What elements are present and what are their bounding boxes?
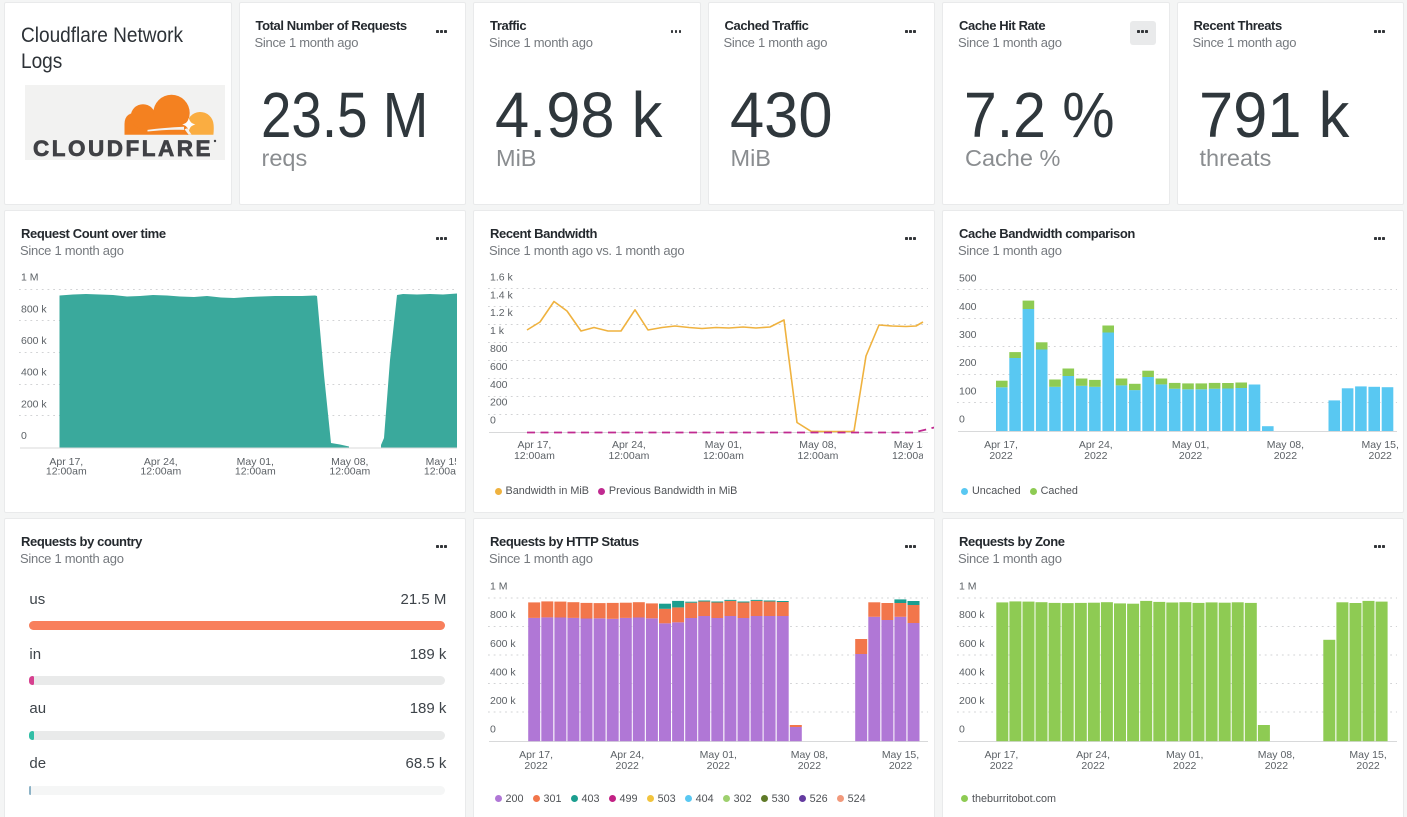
svg-text:Apr 17,: Apr 17, xyxy=(984,749,1018,761)
svg-text:May 01,: May 01, xyxy=(237,456,274,468)
svg-text:1 M: 1 M xyxy=(490,581,508,593)
svg-text:2022: 2022 xyxy=(1274,450,1298,462)
svg-text:May 08,: May 08, xyxy=(1267,439,1304,451)
svg-text:May 08,: May 08, xyxy=(799,439,836,451)
svg-text:CLOUDFLARE: CLOUDFLARE xyxy=(33,136,213,160)
svg-text:400: 400 xyxy=(959,301,977,313)
svg-text:2022: 2022 xyxy=(1173,760,1197,772)
svg-text:Apr 24,: Apr 24, xyxy=(612,439,646,451)
svg-text:12:00am: 12:00am xyxy=(235,466,276,478)
svg-text:Apr 24,: Apr 24, xyxy=(610,749,644,761)
svg-text:500: 500 xyxy=(959,273,977,285)
svg-text:12:00am: 12:00am xyxy=(892,450,933,462)
svg-text:2022: 2022 xyxy=(990,760,1014,772)
svg-text:800 k: 800 k xyxy=(21,303,47,315)
svg-text:2022: 2022 xyxy=(1356,760,1380,772)
svg-text:May 15,: May 15, xyxy=(882,749,919,761)
svg-text:800: 800 xyxy=(490,343,508,355)
svg-text:0: 0 xyxy=(959,414,965,426)
svg-text:May 08,: May 08, xyxy=(791,749,828,761)
svg-text:12:00am: 12:00am xyxy=(797,450,838,462)
svg-text:600 k: 600 k xyxy=(959,638,985,650)
svg-text:800 k: 800 k xyxy=(490,609,516,621)
svg-text:Apr 17,: Apr 17, xyxy=(519,749,553,761)
svg-text:12:00am: 12:00am xyxy=(703,450,744,462)
svg-text:2022: 2022 xyxy=(889,760,913,772)
svg-text:12:00am: 12:00am xyxy=(514,450,555,462)
svg-text:600 k: 600 k xyxy=(21,335,47,347)
svg-text:0: 0 xyxy=(490,415,496,427)
svg-text:May 15,: May 15, xyxy=(426,456,463,468)
svg-text:0: 0 xyxy=(959,724,965,736)
svg-text:May 08,: May 08, xyxy=(331,456,368,468)
svg-text:May 01,: May 01, xyxy=(700,749,737,761)
svg-text:2022: 2022 xyxy=(524,760,548,772)
svg-text:2022: 2022 xyxy=(1369,450,1393,462)
svg-text:Apr 17,: Apr 17, xyxy=(984,439,1018,451)
svg-text:1 M: 1 M xyxy=(21,272,39,284)
svg-text:800 k: 800 k xyxy=(959,609,985,621)
svg-text:Apr 17,: Apr 17, xyxy=(49,456,83,468)
svg-text:1 k: 1 k xyxy=(490,325,505,337)
svg-text:12:00am: 12:00am xyxy=(46,466,87,478)
svg-text:200 k: 200 k xyxy=(490,695,516,707)
svg-text:1.6 k: 1.6 k xyxy=(490,271,514,283)
svg-text:400 k: 400 k xyxy=(959,666,985,678)
svg-text:May 01,: May 01, xyxy=(705,439,742,451)
svg-text:May 01,: May 01, xyxy=(1166,749,1203,761)
svg-text:May 15,: May 15, xyxy=(1362,439,1399,451)
svg-text:0: 0 xyxy=(490,724,496,736)
svg-text:Apr 24,: Apr 24, xyxy=(1079,439,1113,451)
svg-text:12:00am: 12:00am xyxy=(140,466,181,478)
svg-text:200 k: 200 k xyxy=(21,398,47,410)
svg-text:2022: 2022 xyxy=(1179,450,1203,462)
svg-text:2022: 2022 xyxy=(989,450,1013,462)
svg-text:Apr 17,: Apr 17, xyxy=(517,439,551,451)
svg-text:1 M: 1 M xyxy=(959,581,977,593)
svg-text:2022: 2022 xyxy=(707,760,731,772)
svg-text:May 15,: May 15, xyxy=(894,439,931,451)
svg-text:12:00am: 12:00am xyxy=(608,450,649,462)
svg-text:May 01,: May 01, xyxy=(1172,439,1209,451)
svg-text:12:00am: 12:00am xyxy=(329,466,370,478)
svg-text:0: 0 xyxy=(21,430,27,442)
svg-text:12:00am: 12:00am xyxy=(424,466,465,478)
svg-text:Apr 24,: Apr 24, xyxy=(144,456,178,468)
svg-text:400 k: 400 k xyxy=(21,367,47,379)
svg-text:400 k: 400 k xyxy=(490,666,516,678)
svg-text:2022: 2022 xyxy=(616,760,640,772)
svg-text:200: 200 xyxy=(490,397,508,409)
svg-text:200 k: 200 k xyxy=(959,695,985,707)
svg-text:2022: 2022 xyxy=(1084,450,1108,462)
svg-text:100: 100 xyxy=(959,385,977,397)
svg-text:300: 300 xyxy=(959,329,977,341)
svg-text:600 k: 600 k xyxy=(490,638,516,650)
svg-text:2022: 2022 xyxy=(1081,760,1105,772)
svg-text:May 08,: May 08, xyxy=(1258,749,1295,761)
svg-text:Apr 24,: Apr 24, xyxy=(1076,749,1110,761)
svg-text:400: 400 xyxy=(490,379,508,391)
svg-text:1.4 k: 1.4 k xyxy=(490,289,514,301)
svg-text:May 15,: May 15, xyxy=(1349,749,1386,761)
svg-text:200: 200 xyxy=(959,357,977,369)
svg-text:1.2 k: 1.2 k xyxy=(490,307,514,319)
svg-text:600: 600 xyxy=(490,361,508,373)
svg-text:2022: 2022 xyxy=(1265,760,1289,772)
svg-text:2022: 2022 xyxy=(798,760,822,772)
